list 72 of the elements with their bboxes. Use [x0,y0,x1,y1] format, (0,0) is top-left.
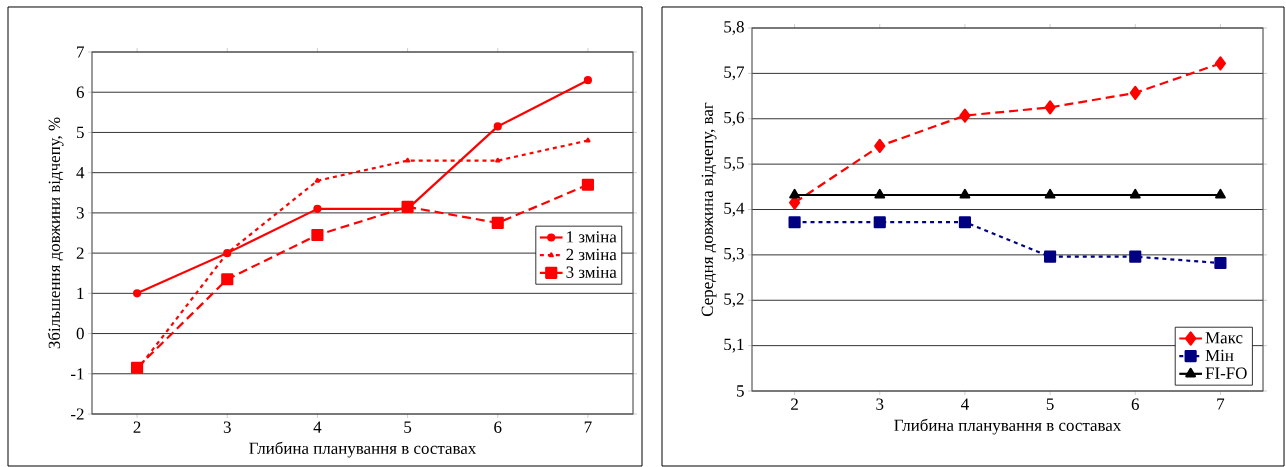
y-tick-label: 2 [76,247,84,259]
point [404,157,411,163]
point [1129,85,1141,100]
point [959,108,971,123]
point [1129,250,1142,263]
point [1214,256,1227,270]
x-tick-label: 4 [313,421,322,433]
point [493,122,502,131]
point [495,157,501,163]
point [1044,100,1056,115]
point [311,228,324,242]
y-tick-label: 1 [77,287,84,299]
point [133,289,142,298]
y-tick-label: 3 [76,207,84,219]
y-tick-label: 5,5 [724,157,744,171]
x-tick-label: 7 [584,421,592,433]
point [1044,188,1056,199]
point [874,138,886,154]
point [221,273,234,286]
x-tick-label: 7 [1217,398,1225,410]
x-tick-label: 2 [791,398,798,410]
y-tick-label: 5,3 [724,247,744,262]
x-tick-label: 6 [1131,398,1139,410]
y-tick-label: -1 [71,368,84,380]
y-tick-label: 5,7 [724,66,745,81]
y-tick-label: 5,2 [724,293,744,308]
point [313,204,322,213]
point [1044,250,1057,263]
x-tick-label: 5 [1046,398,1054,410]
y-axis-title: Збільшення довжини відчепу, % [47,117,64,349]
y-tick-label: 5,6 [724,111,744,126]
point [1214,56,1227,71]
point [314,177,321,183]
y-tick-label: 4 [76,167,85,179]
x-tick-label: 3 [223,421,231,433]
y-tick-label: 5 [77,126,84,139]
x-axis-title: Глибина планування в составах [894,418,1122,435]
point [131,361,144,374]
point [1215,188,1226,199]
legend-label: Мін [1205,349,1234,361]
x-tick-label: 4 [961,398,969,410]
y-tick-label: 6 [76,86,84,98]
x-axis-title: Глибина планування в составах [249,441,477,458]
legend-label: FI-FO [1205,367,1247,379]
y-axis-title: Середня довжина відчепу, ваг [701,102,717,317]
point [873,216,886,229]
x-tick-label: 6 [494,421,502,433]
x-tick-label: 5 [404,421,412,433]
legend-label: Макс [1205,332,1243,344]
point [789,188,801,199]
point [958,216,972,229]
point [401,200,414,213]
x-tick-label: 2 [133,421,141,433]
legend-label: 2 зміна [566,248,617,261]
point [1129,188,1141,199]
point [874,188,886,199]
point [959,188,971,199]
y-tick-label: 5,8 [724,21,744,35]
y-tick-label: 0 [76,327,84,340]
y-tick-label: 5,4 [724,202,745,217]
point [491,216,504,230]
y-tick-label: 7 [77,46,85,58]
legend-label: 3 зміна [566,266,617,278]
x-tick-label: 3 [876,398,884,410]
point [583,76,593,85]
y-tick-label: 5,1 [724,338,744,353]
y-tick-label: 5 [737,385,744,397]
point [585,137,591,143]
legend-label: 1 зміна [567,231,617,243]
point [788,216,801,229]
y-tick-label: -2 [71,408,84,420]
point [581,178,594,191]
